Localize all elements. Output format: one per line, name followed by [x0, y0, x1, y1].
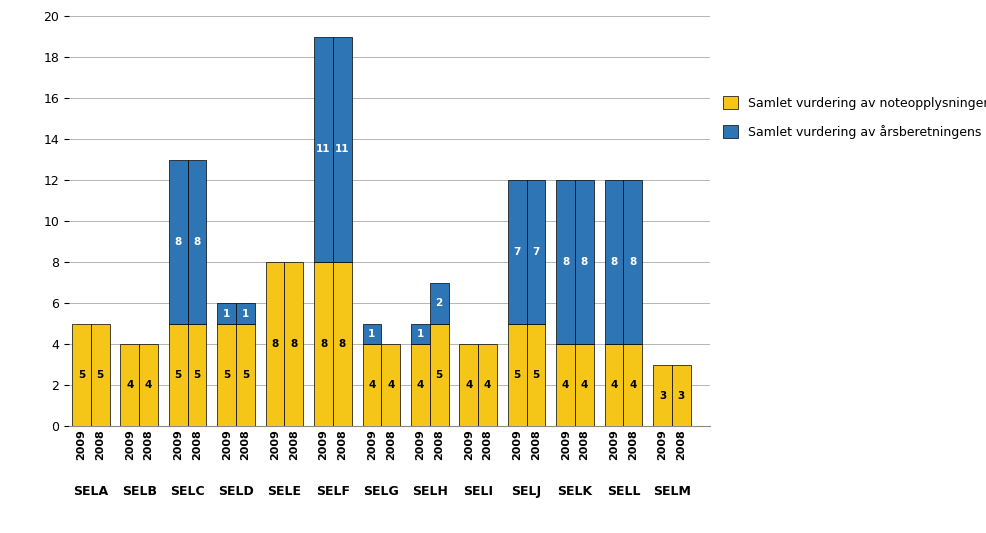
- Text: 5: 5: [175, 370, 181, 380]
- Bar: [315, 262, 333, 426]
- Text: 5: 5: [514, 370, 521, 380]
- Bar: [217, 324, 236, 426]
- Bar: [217, 303, 236, 324]
- Bar: [333, 36, 352, 262]
- Text: 4: 4: [145, 381, 152, 390]
- Text: 8: 8: [562, 257, 569, 267]
- Text: SELH: SELH: [412, 484, 448, 498]
- Bar: [236, 303, 254, 324]
- Text: 4: 4: [562, 381, 569, 390]
- Bar: [363, 324, 382, 344]
- Bar: [527, 180, 545, 324]
- Bar: [187, 160, 206, 324]
- Bar: [187, 324, 206, 426]
- Bar: [411, 324, 430, 344]
- Text: 8: 8: [175, 237, 181, 247]
- Bar: [315, 36, 333, 262]
- Text: SELJ: SELJ: [512, 484, 541, 498]
- Text: 5: 5: [193, 370, 200, 380]
- Text: 3: 3: [677, 391, 685, 401]
- Bar: [333, 262, 352, 426]
- Bar: [91, 324, 109, 426]
- Legend: Samlet vurdering av noteopplysninger, Samlet vurdering av årsberetningens opplys: Samlet vurdering av noteopplysninger, Sa…: [723, 96, 986, 139]
- Text: SELG: SELG: [364, 484, 399, 498]
- Bar: [72, 324, 91, 426]
- Text: 4: 4: [629, 381, 637, 390]
- Text: 7: 7: [532, 247, 539, 257]
- Bar: [430, 282, 449, 324]
- Text: 8: 8: [581, 257, 588, 267]
- Bar: [169, 324, 187, 426]
- Text: 5: 5: [223, 370, 231, 380]
- Bar: [623, 180, 642, 344]
- Text: SELF: SELF: [316, 484, 350, 498]
- Text: 4: 4: [610, 381, 618, 390]
- Text: 8: 8: [271, 340, 279, 349]
- Bar: [527, 324, 545, 426]
- Text: 8: 8: [193, 237, 200, 247]
- Text: 5: 5: [97, 370, 104, 380]
- Bar: [653, 365, 671, 426]
- Bar: [236, 324, 254, 426]
- Text: SELL: SELL: [606, 484, 640, 498]
- Text: 5: 5: [242, 370, 249, 380]
- Text: SELM: SELM: [653, 484, 691, 498]
- Text: 4: 4: [465, 381, 472, 390]
- Bar: [671, 365, 690, 426]
- Bar: [556, 180, 575, 344]
- Bar: [382, 344, 400, 426]
- Bar: [575, 180, 594, 344]
- Bar: [169, 160, 187, 324]
- Bar: [459, 344, 478, 426]
- Bar: [508, 324, 527, 426]
- Text: 4: 4: [581, 381, 588, 390]
- Text: SELI: SELI: [463, 484, 493, 498]
- Bar: [604, 180, 623, 344]
- Text: 1: 1: [223, 309, 231, 319]
- Text: SELB: SELB: [121, 484, 157, 498]
- Bar: [508, 180, 527, 324]
- Bar: [265, 262, 285, 426]
- Text: SELA: SELA: [73, 484, 108, 498]
- Text: 1: 1: [369, 329, 376, 339]
- Bar: [363, 344, 382, 426]
- Text: 3: 3: [659, 391, 667, 401]
- Text: 8: 8: [629, 257, 636, 267]
- Text: 8: 8: [610, 257, 617, 267]
- Text: 4: 4: [484, 381, 491, 390]
- Bar: [120, 344, 139, 426]
- Text: 8: 8: [290, 340, 298, 349]
- Bar: [575, 344, 594, 426]
- Text: 11: 11: [317, 144, 330, 155]
- Bar: [430, 324, 449, 426]
- Bar: [556, 344, 575, 426]
- Text: SELC: SELC: [171, 484, 205, 498]
- Text: 4: 4: [368, 381, 376, 390]
- Text: 5: 5: [78, 370, 85, 380]
- Bar: [411, 344, 430, 426]
- Text: 5: 5: [532, 370, 539, 380]
- Text: 4: 4: [387, 381, 394, 390]
- Text: 7: 7: [514, 247, 521, 257]
- Text: 1: 1: [242, 309, 249, 319]
- Bar: [623, 344, 642, 426]
- Text: 4: 4: [126, 381, 133, 390]
- Text: 8: 8: [338, 340, 346, 349]
- Text: 5: 5: [436, 370, 443, 380]
- Text: SELK: SELK: [557, 484, 593, 498]
- Text: 4: 4: [417, 381, 424, 390]
- Text: 8: 8: [319, 340, 327, 349]
- Bar: [139, 344, 158, 426]
- Text: SELD: SELD: [218, 484, 254, 498]
- Bar: [478, 344, 497, 426]
- Text: 2: 2: [436, 298, 443, 308]
- Bar: [285, 262, 304, 426]
- Text: SELE: SELE: [267, 484, 302, 498]
- Text: 1: 1: [417, 329, 424, 339]
- Bar: [604, 344, 623, 426]
- Text: 11: 11: [335, 144, 349, 155]
